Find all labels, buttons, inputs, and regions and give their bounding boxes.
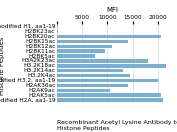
Bar	[57, 64, 166, 67]
Bar	[57, 59, 148, 63]
Text: Recombinant Acetyl Lysine Antibody test of Acetylated or Unmodified
Histone Pept: Recombinant Acetyl Lysine Antibody test …	[57, 120, 177, 131]
Bar	[57, 30, 58, 33]
Bar	[57, 54, 95, 58]
Bar	[57, 25, 58, 28]
Bar	[57, 84, 128, 87]
Bar	[57, 74, 130, 77]
Text: Histone Peptides: Histone Peptides	[0, 37, 5, 95]
Bar	[57, 35, 161, 38]
X-axis label: MFI: MFI	[106, 7, 118, 13]
Bar	[57, 69, 122, 72]
Bar	[57, 40, 128, 43]
Bar	[57, 79, 158, 82]
Bar	[57, 98, 163, 102]
Bar	[57, 89, 110, 92]
Bar	[57, 93, 161, 97]
Bar	[57, 44, 112, 48]
Bar	[57, 49, 105, 53]
